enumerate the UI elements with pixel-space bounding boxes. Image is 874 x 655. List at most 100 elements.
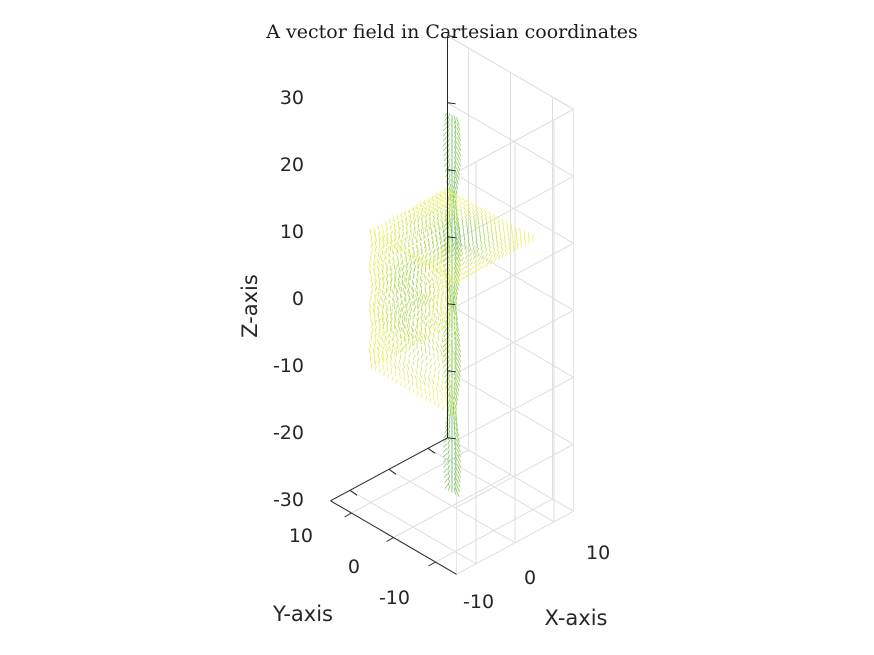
- vector-arrow: [416, 363, 419, 369]
- vector-arrow: [370, 328, 374, 336]
- vector-arrow: [409, 307, 413, 315]
- vector-arrow: [444, 288, 448, 296]
- vector-arrow: [427, 242, 430, 247]
- vector-arrow: [413, 298, 416, 306]
- vector-arrow: [420, 202, 423, 208]
- vector-arrow: [421, 353, 424, 358]
- vector-arrow: [432, 245, 435, 249]
- vector-arrow: [453, 206, 456, 213]
- vector-arrow: [448, 394, 452, 402]
- vector-arrow: [388, 293, 391, 298]
- vector-arrow: [413, 222, 416, 226]
- vector-arrow: [442, 131, 448, 137]
- vector-arrow: [415, 278, 419, 284]
- vector-arrow: [382, 242, 385, 249]
- vector-arrow: [448, 293, 450, 300]
- vector-arrow: [450, 410, 453, 416]
- vector-arrow: [455, 322, 460, 331]
- vector-arrow: [443, 230, 446, 235]
- vector-arrow: [431, 229, 434, 235]
- vector-arrow: [444, 352, 447, 360]
- vector-arrow: [429, 398, 432, 403]
- vector-arrow: [441, 199, 446, 204]
- vector-arrow: [483, 209, 488, 215]
- vector-arrow: [436, 256, 441, 261]
- vector-arrow: [416, 263, 419, 269]
- vector-arrow: [436, 286, 440, 293]
- vector-arrow: [454, 246, 457, 255]
- vector-arrow: [419, 242, 422, 246]
- vector-arrow: [372, 350, 376, 358]
- vector-arrow: [402, 287, 405, 295]
- vector-arrow: [433, 294, 436, 302]
- vector-arrow: [374, 286, 377, 293]
- vector-arrow: [386, 313, 389, 320]
- grid-lines: [349, 35, 574, 575]
- vector-arrow: [447, 223, 450, 230]
- vector-arrow: [397, 266, 401, 274]
- vector-arrow: [447, 123, 450, 129]
- vector-arrow: [438, 312, 442, 318]
- vector-arrow: [407, 329, 411, 335]
- vector-arrow: [457, 199, 463, 205]
- vector-arrow: [456, 333, 461, 342]
- vector-arrow: [379, 237, 381, 240]
- vector-arrow: [429, 222, 432, 226]
- vector-arrow: [455, 287, 459, 296]
- vector-arrow: [462, 201, 467, 208]
- vector-arrow: [469, 261, 474, 267]
- vector-arrow: [453, 487, 456, 495]
- vector-arrow: [440, 319, 442, 325]
- vector-arrow: [425, 263, 430, 267]
- vector-arrow: [416, 230, 419, 237]
- vector-arrow: [420, 217, 423, 222]
- vector-arrow: [454, 141, 457, 149]
- vector-arrow: [377, 352, 380, 358]
- vector-arrow: [409, 267, 412, 274]
- vector-arrow: [400, 353, 402, 359]
- vector-arrow: [394, 356, 397, 364]
- vector-arrow: [427, 382, 431, 390]
- vector-arrow: [452, 252, 456, 257]
- vector-arrow: [435, 267, 438, 273]
- vector-arrow: [468, 243, 471, 248]
- vector-arrow: [396, 248, 399, 254]
- vector-arrow: [424, 387, 426, 394]
- vector-arrow: [428, 247, 431, 251]
- vector-arrow: [466, 268, 471, 273]
- vector-arrow: [450, 377, 454, 382]
- vector-arrow: [400, 380, 402, 386]
- vector-arrow: [417, 224, 420, 228]
- vector-arrow: [467, 229, 469, 235]
- y-tick-label: 0: [348, 556, 360, 578]
- vector-arrow: [453, 200, 455, 208]
- vector-arrow: [493, 218, 496, 225]
- vector-arrow: [425, 299, 428, 306]
- vector-arrow: [402, 321, 405, 328]
- vector-arrow: [443, 156, 448, 162]
- vector-arrow: [397, 233, 400, 240]
- vector-arrow: [410, 285, 414, 293]
- vector-arrow: [454, 467, 457, 476]
- vector-arrow: [436, 251, 440, 256]
- vector-arrow: [500, 243, 503, 250]
- vector-arrow: [406, 323, 410, 331]
- vector-arrow: [501, 218, 504, 225]
- vector-arrow: [414, 288, 418, 296]
- vector-arrow: [432, 392, 435, 399]
- vector-arrow: [501, 248, 504, 254]
- vector-arrow: [448, 379, 451, 386]
- vector-arrow: [460, 247, 463, 253]
- vector-arrow: [425, 355, 428, 361]
- vector-arrow: [440, 215, 444, 220]
- z-tick-label: -20: [273, 422, 304, 444]
- vector-arrow: [398, 245, 401, 252]
- vector-arrow: [382, 363, 384, 370]
- vector-arrow: [411, 380, 414, 387]
- vector-arrow: [440, 349, 443, 357]
- vector-arrow: [447, 187, 450, 193]
- vector-arrow: [407, 210, 411, 214]
- vector-arrow: [383, 371, 386, 376]
- vector-arrow: [497, 250, 500, 257]
- vector-arrow: [456, 142, 462, 152]
